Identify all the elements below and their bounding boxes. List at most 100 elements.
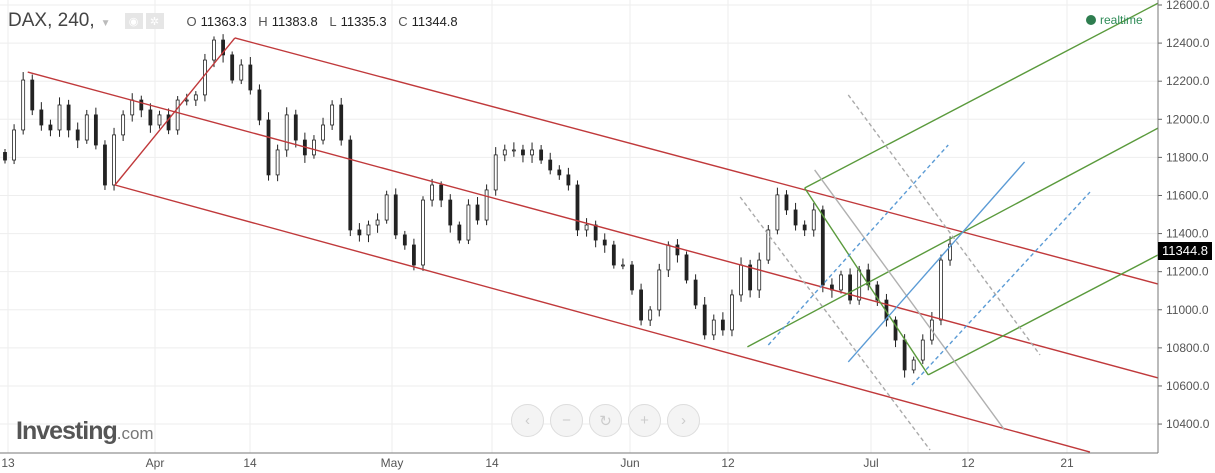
- candle-body: [248, 64, 253, 91]
- grid: [0, 0, 1158, 453]
- candle-body: [293, 114, 298, 141]
- candle-body: [757, 259, 762, 291]
- candle-body: [766, 229, 771, 261]
- y-tick-label: 10400.0: [1166, 417, 1210, 431]
- candle-body: [275, 149, 280, 176]
- candle-body: [157, 114, 162, 126]
- candle-body: [493, 154, 498, 191]
- scroll-left-button[interactable]: ‹: [511, 404, 544, 437]
- y-tick-label: 11200.0: [1166, 265, 1209, 279]
- candle-body: [175, 99, 180, 131]
- candle-body: [30, 79, 35, 111]
- candle-body: [348, 139, 353, 231]
- candle-body: [893, 319, 898, 341]
- blue-dashed-line-1[interactable]: [767, 144, 949, 346]
- blue-dashed-line-2[interactable]: [911, 191, 1091, 386]
- zoom-out-button[interactable]: −: [550, 404, 583, 437]
- candle-body: [511, 149, 516, 152]
- grey-line[interactable]: [814, 169, 1006, 431]
- chart-header: DAX, 240, ▼ ◉ ✲ O 11363.3 H 11383.8 L 11335…: [8, 10, 466, 32]
- candle-body: [639, 289, 643, 321]
- candle-body: [330, 104, 335, 126]
- candle-body: [212, 39, 216, 61]
- zoom-in-button[interactable]: +: [628, 404, 661, 437]
- candle-body: [221, 39, 225, 56]
- scroll-right-button[interactable]: ›: [667, 404, 700, 437]
- ohlc-readout: O 11363.3 H 11383.8 L 11335.3 C 11344.8: [187, 14, 466, 29]
- grey-dashed-line-1[interactable]: [739, 196, 931, 451]
- candle-body: [811, 209, 816, 231]
- candle-body: [39, 109, 44, 126]
- candle-body: [611, 244, 616, 266]
- candle-body: [103, 144, 107, 186]
- low-value: 11335.3: [340, 13, 387, 29]
- close-value: 11344.8: [411, 13, 458, 29]
- candle-body: [66, 104, 71, 131]
- y-tick-label: 12000.0: [1166, 112, 1210, 126]
- candle-body: [839, 274, 843, 291]
- candle-body: [502, 149, 507, 156]
- logo-suffix: .com: [116, 424, 154, 443]
- x-tick-label: May: [381, 456, 404, 470]
- candle-body: [166, 114, 171, 131]
- gear-icon[interactable]: ✲: [145, 13, 164, 29]
- candle-body: [875, 284, 880, 301]
- candle-body: [266, 119, 271, 176]
- red-pitchfork-upper[interactable]: [234, 37, 1159, 285]
- candle-body: [848, 274, 852, 301]
- candle-body: [675, 244, 680, 256]
- eye-icon[interactable]: ◉: [124, 13, 143, 29]
- candle-body: [3, 152, 7, 161]
- y-tick-label: 11400.0: [1166, 227, 1209, 241]
- grey-dashed-line-2[interactable]: [847, 94, 1041, 356]
- candle-body: [711, 319, 716, 336]
- red-pitchfork-lower[interactable]: [114, 184, 1091, 453]
- candle-body: [121, 114, 126, 136]
- y-tick-label: 10800.0: [1166, 341, 1210, 355]
- red-pitchfork-median[interactable]: [27, 71, 1159, 379]
- symbol-title[interactable]: DAX, 240,: [8, 10, 95, 31]
- candle-body: [630, 264, 634, 291]
- candle-body: [130, 99, 135, 116]
- blue-line[interactable]: [847, 161, 1026, 363]
- y-tick-label: 11800.0: [1166, 150, 1209, 164]
- candles: [3, 34, 952, 378]
- high-label: H: [258, 13, 268, 29]
- candle-body: [820, 209, 825, 286]
- green-pitchfork-lower[interactable]: [927, 254, 1159, 376]
- candle-body: [366, 224, 371, 236]
- y-tick-label: 10600.0: [1166, 379, 1210, 393]
- chevron-down-icon[interactable]: ▼: [100, 17, 111, 29]
- candle-body: [402, 234, 407, 246]
- x-tick-label: 21: [1060, 456, 1074, 470]
- candle-body: [239, 64, 244, 81]
- chart-navigation: ‹ − ↻ + ›: [511, 404, 700, 437]
- candle-body: [375, 219, 380, 226]
- candle-body: [257, 89, 262, 121]
- candle-body: [802, 224, 807, 231]
- candle-body: [939, 259, 943, 321]
- candle-body: [911, 359, 916, 371]
- candle-body: [702, 304, 707, 336]
- drawings[interactable]: [27, 2, 1159, 453]
- candle-body: [648, 309, 653, 321]
- candle-body: [530, 149, 534, 156]
- x-tick-label: Apr: [146, 456, 165, 470]
- candle-body: [539, 149, 544, 161]
- candle-body: [12, 129, 16, 161]
- green-pitchfork-upper[interactable]: [804, 2, 1159, 189]
- y-tick-label: 12400.0: [1166, 36, 1210, 50]
- candle-body: [684, 254, 689, 281]
- candle-body: [384, 194, 389, 221]
- reset-button[interactable]: ↻: [589, 404, 622, 437]
- candle-body: [112, 134, 116, 186]
- x-tick-label: Jun: [620, 456, 639, 470]
- candle-body: [439, 184, 444, 201]
- green-pitchfork-handle[interactable]: [804, 187, 929, 376]
- candle-body: [775, 194, 780, 231]
- candle-body: [466, 204, 471, 241]
- candle-body: [484, 189, 489, 221]
- candle-body: [948, 243, 952, 261]
- open-value: 11363.3: [200, 13, 247, 29]
